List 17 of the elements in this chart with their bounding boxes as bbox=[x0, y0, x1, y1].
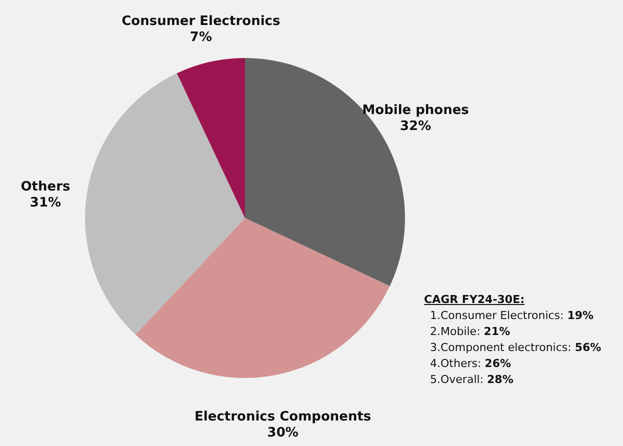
pie-slice bbox=[85, 73, 245, 335]
text: 3.Component electronics: 56% bbox=[430, 340, 602, 356]
slice-label: Consumer Electronics bbox=[122, 14, 280, 29]
slice-label: Mobile phones bbox=[362, 102, 470, 118]
data-label: 7% bbox=[190, 30, 212, 45]
text: 5.Overall: 28% bbox=[430, 372, 514, 388]
text: CAGR FY24-30E: bbox=[424, 292, 526, 308]
text: 2.Mobile: 21% bbox=[430, 324, 512, 340]
pie-slice bbox=[135, 218, 390, 378]
slice-label: Others bbox=[20, 179, 70, 194]
data-label: 30% bbox=[267, 425, 298, 440]
text: 1.Consumer Electronics: 19% bbox=[430, 308, 595, 324]
data-label: 32% bbox=[400, 118, 432, 134]
slice-label: Electronics Components bbox=[194, 409, 372, 424]
data-label: 31% bbox=[30, 195, 62, 210]
text: 4.Others: 26% bbox=[430, 356, 512, 372]
pie-slice bbox=[176, 58, 245, 218]
